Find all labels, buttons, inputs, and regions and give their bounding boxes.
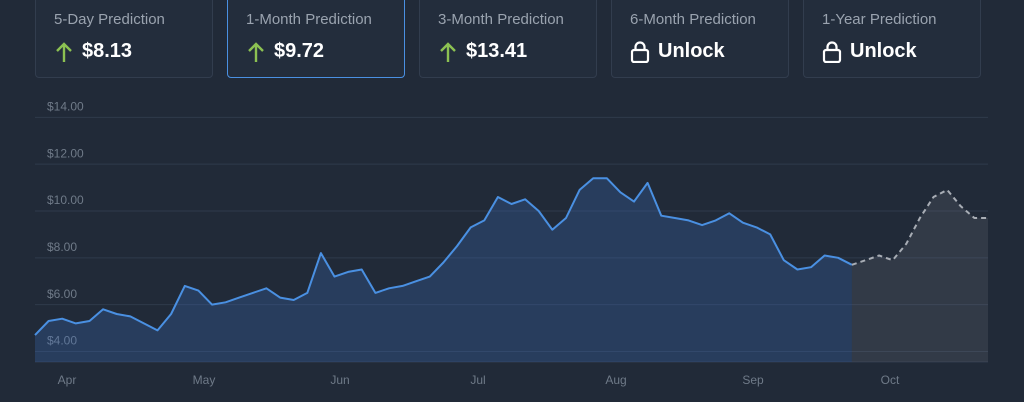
card-value-text: $13.41 [466, 40, 528, 62]
card-value: $8.13 [54, 40, 132, 63]
card-value: $13.41 [438, 40, 527, 63]
card-value: Unlock [822, 40, 917, 63]
y-tick-label: $12.00 [47, 146, 84, 160]
card-value-text: $8.13 [82, 40, 133, 62]
y-tick-label: $6.00 [47, 287, 77, 301]
up-arrow-icon [440, 41, 456, 62]
card-value-text: Unlock [850, 40, 917, 62]
up-arrow-icon [56, 41, 72, 62]
x-tick-label: Apr [58, 373, 77, 387]
x-tick-label: Jul [470, 373, 485, 387]
x-tick-label: Oct [881, 373, 900, 387]
card-value-text: Unlock [658, 40, 725, 62]
x-tick-label: Aug [605, 373, 626, 387]
card-value: Unlock [630, 40, 725, 63]
x-tick-label: Sep [742, 373, 764, 387]
lock-icon [630, 40, 650, 63]
y-tick-label: $10.00 [47, 193, 84, 207]
y-tick-label: $14.00 [47, 100, 84, 114]
prediction-card[interactable]: 1-Year Prediction Unlock [803, 0, 981, 78]
x-tick-label: May [193, 373, 216, 387]
prediction-card[interactable]: 1-Month Prediction $9.72 [227, 0, 405, 78]
card-label: 1-Month Prediction [246, 11, 372, 28]
y-tick-label: $4.00 [47, 334, 77, 348]
y-tick-label: $8.00 [47, 240, 77, 254]
x-tick-label: Jun [330, 373, 349, 387]
card-label: 1-Year Prediction [822, 11, 937, 28]
card-value-text: $9.72 [274, 40, 325, 62]
up-arrow-icon [248, 41, 264, 62]
card-label: 3-Month Prediction [438, 11, 564, 28]
card-label: 6-Month Prediction [630, 11, 756, 28]
prediction-line [851, 188, 988, 266]
area [35, 178, 852, 362]
price-line [34, 177, 853, 336]
lock-icon [822, 40, 842, 63]
prediction-card[interactable]: 3-Month Prediction $13.41 [419, 0, 597, 78]
prediction-card[interactable]: 6-Month Prediction Unlock [611, 0, 789, 78]
area [851, 189, 988, 362]
card-label: 5-Day Prediction [54, 11, 165, 28]
prediction-card[interactable]: 5-Day Prediction $8.13 [35, 0, 213, 78]
card-value: $9.72 [246, 40, 324, 63]
